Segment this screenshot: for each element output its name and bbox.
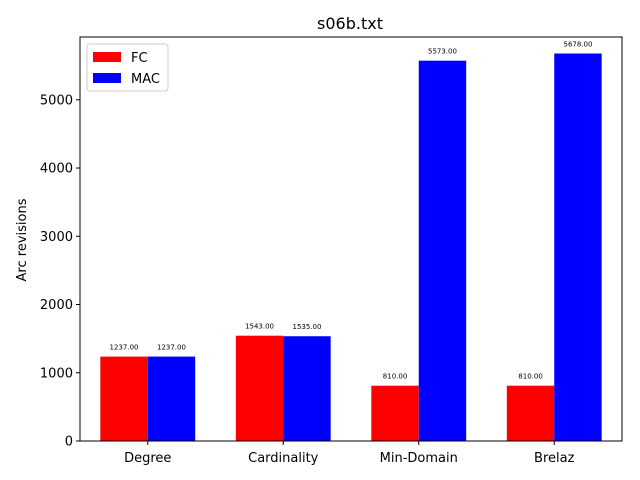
bar-mac-3 <box>554 53 602 442</box>
data-label: 1543.00 <box>245 323 274 331</box>
x-tick-label: Min-Domain <box>380 451 458 466</box>
data-label: 1237.00 <box>110 344 139 352</box>
bar-mac-0 <box>147 356 196 441</box>
y-tick-label: 3000 <box>40 230 73 245</box>
y-tick-label: 4000 <box>40 162 73 177</box>
legend-label-fc: FC <box>131 51 148 66</box>
bar-mac-1 <box>283 336 331 441</box>
bar-fc-0 <box>100 356 148 441</box>
data-label: 5678.00 <box>563 41 592 49</box>
x-tick-label: Cardinality <box>248 451 319 466</box>
chart-title: s06b.txt <box>317 14 383 33</box>
bar-fc-1 <box>235 335 284 441</box>
bar-mac-2 <box>418 60 467 441</box>
y-tick-label: 2000 <box>40 298 73 313</box>
bar-fc-3 <box>506 385 555 441</box>
plot-area: 1237.00 1543.00 810.00 810.00 1237.00 1535.00… <box>40 36 623 466</box>
data-label: 810.00 <box>518 373 543 381</box>
legend: FC MAC <box>86 43 169 92</box>
x-tick-label: Brelaz <box>534 451 575 466</box>
y-tick-label: 1000 <box>40 366 73 381</box>
x-tick-label: Degree <box>124 451 171 466</box>
data-label: 1237.00 <box>157 344 186 352</box>
data-label: 5573.00 <box>428 48 457 56</box>
y-tick-label: 0 <box>65 435 73 450</box>
data-label: 1535.00 <box>292 323 321 331</box>
y-axis-label: Arc revisions <box>15 198 30 281</box>
legend-swatch-mac <box>93 73 121 83</box>
data-label: 810.00 <box>383 373 408 381</box>
legend-swatch-fc <box>93 52 121 62</box>
legend-label-mac: MAC <box>131 72 160 87</box>
axes-frame <box>79 36 623 442</box>
bar-fc-2 <box>371 385 419 441</box>
y-tick-label: 5000 <box>40 93 73 108</box>
